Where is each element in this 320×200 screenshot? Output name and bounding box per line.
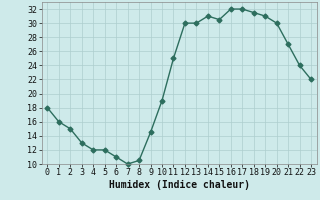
X-axis label: Humidex (Indice chaleur): Humidex (Indice chaleur) <box>109 180 250 190</box>
